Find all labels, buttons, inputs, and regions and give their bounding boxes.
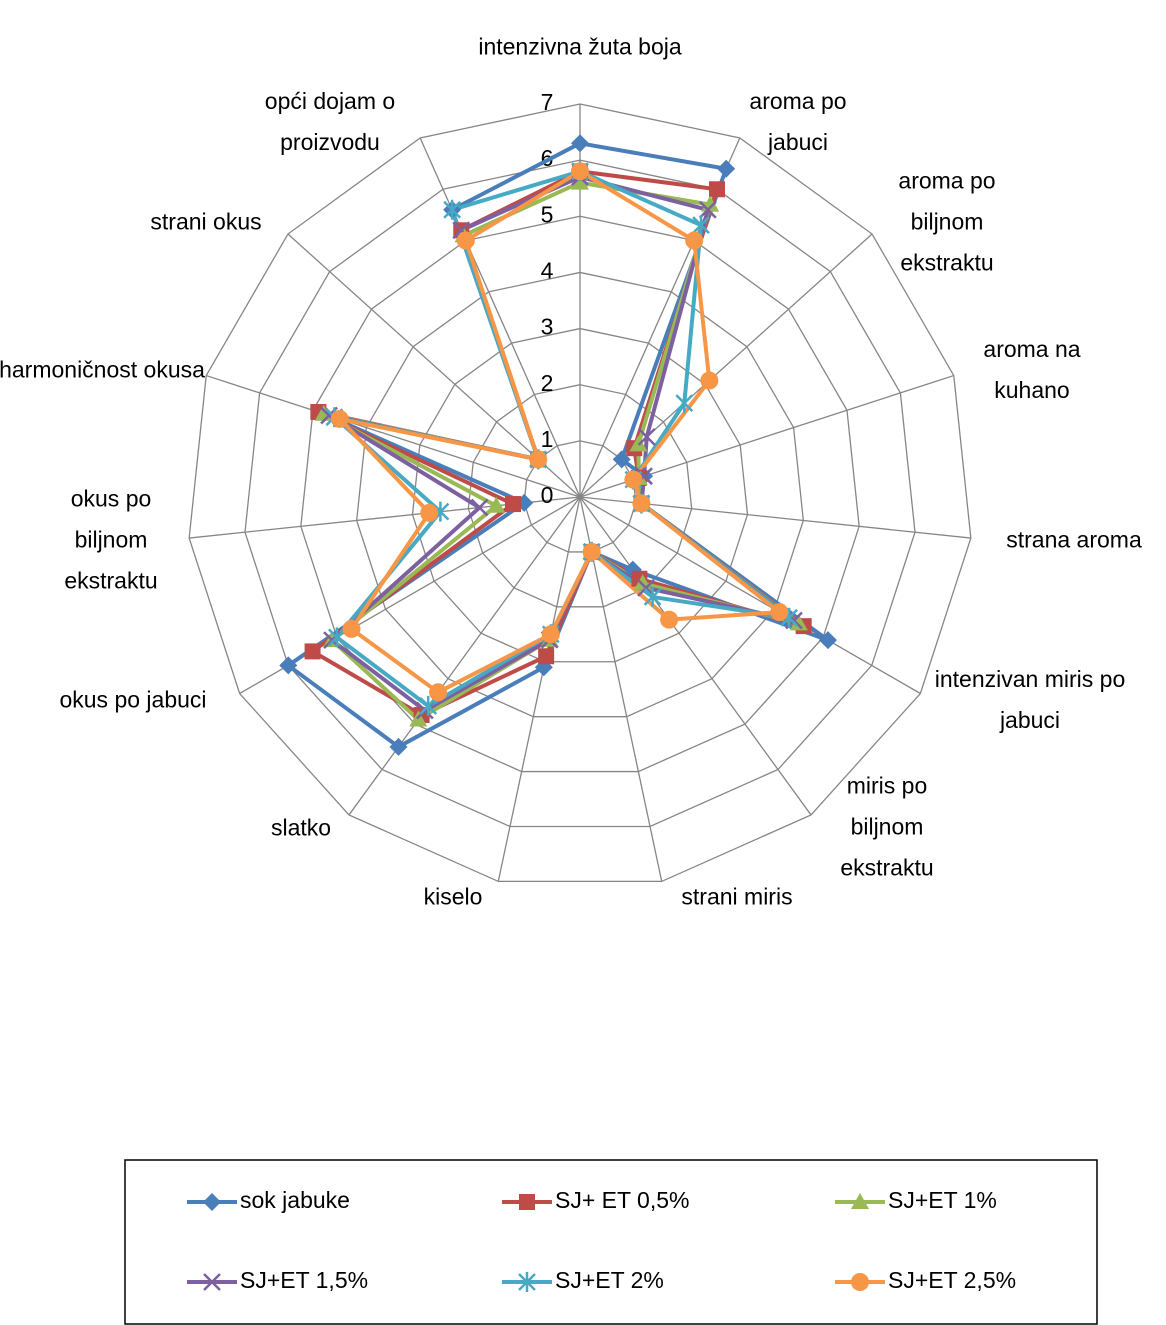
category-label: intenzivan miris po jabuci	[934, 666, 1126, 733]
legend-label: SJ+ET 1%	[888, 1187, 997, 1213]
spoke	[579, 496, 812, 816]
legend-label: SJ+ ET 0,5%	[555, 1187, 689, 1213]
marker	[519, 1194, 535, 1210]
marker	[709, 181, 726, 198]
spoke	[497, 496, 581, 882]
marker	[629, 435, 648, 452]
series-line	[321, 180, 801, 722]
grid-ring	[523, 440, 637, 553]
marker	[571, 134, 589, 153]
r-tick-label: 7	[541, 89, 554, 115]
legend-item: SJ+ ET 0,5%	[502, 1187, 689, 1213]
grid-ring	[411, 327, 749, 663]
spoke	[206, 374, 581, 498]
marker	[851, 1193, 869, 1209]
marker	[420, 503, 439, 522]
category-label: strani okus	[150, 208, 262, 235]
r-tick-label: 4	[541, 258, 554, 284]
marker	[700, 371, 719, 390]
category-label: aroma na kuhano	[983, 336, 1081, 403]
marker	[470, 498, 489, 517]
marker	[487, 496, 506, 513]
legend-label: sok jabuke	[240, 1187, 350, 1213]
marker	[541, 625, 560, 644]
marker	[429, 683, 448, 702]
marker	[571, 173, 589, 190]
legend-box	[124, 1159, 1098, 1325]
category-label: strani miris	[681, 883, 793, 910]
marker	[419, 695, 438, 716]
marker	[529, 450, 548, 469]
grid-ring	[467, 384, 693, 608]
legend-label: SJ+ET 1,5%	[240, 1267, 368, 1293]
marker	[389, 737, 408, 756]
category-label: aroma po biljnom ekstraktu	[898, 167, 996, 276]
r-tick-label: 5	[541, 201, 554, 227]
r-tick-label: 2	[541, 370, 554, 396]
r-tick-label: 0	[541, 482, 554, 508]
spoke	[579, 496, 663, 882]
category-label: aroma po jabuci	[749, 88, 847, 155]
r-tick-label: 1	[541, 426, 554, 452]
marker	[789, 614, 808, 631]
category-label: strana aroma	[1006, 526, 1142, 553]
marker	[637, 428, 656, 446]
marker	[342, 619, 361, 638]
r-tick-label: 3	[541, 314, 554, 340]
series-line	[337, 169, 782, 695]
legend-item: SJ+ET 1,5%	[187, 1267, 368, 1293]
marker	[851, 1273, 869, 1291]
marker	[692, 215, 710, 236]
marker	[304, 643, 321, 660]
legend-label: SJ+ET 2,5%	[888, 1267, 1016, 1293]
category-label: harmoničnost okusa	[0, 356, 205, 383]
legend-item: SJ+ET 2,5%	[835, 1267, 1016, 1293]
legend-item: SJ+ET 2%	[502, 1267, 664, 1293]
category-label: okus po biljnom ekstraktu	[64, 485, 158, 594]
spoke	[419, 137, 581, 498]
series-line	[327, 174, 796, 713]
category-label: intenzivna žuta boja	[478, 33, 682, 60]
marker	[675, 393, 694, 414]
marker	[612, 450, 631, 469]
grid-ring	[244, 159, 916, 828]
marker	[203, 1193, 221, 1211]
marker	[643, 586, 662, 607]
marker	[328, 627, 346, 648]
legend-label: SJ+ET 2%	[555, 1267, 664, 1293]
marker	[818, 631, 837, 650]
category-label: okus po jabuci	[59, 686, 207, 713]
grid-ring	[300, 215, 860, 773]
spoke	[579, 496, 921, 695]
marker	[624, 470, 643, 489]
marker	[456, 231, 475, 250]
marker	[330, 409, 349, 428]
category-label: miris po biljnom ekstraktu	[840, 772, 934, 881]
marker	[637, 578, 655, 597]
marker	[538, 648, 555, 665]
marker	[632, 494, 651, 513]
category-label: slatko	[270, 814, 332, 841]
marker	[518, 1272, 536, 1292]
marker	[203, 1273, 221, 1291]
category-label: opći dojam o proizvodu	[264, 88, 396, 155]
grid-ring	[188, 103, 972, 883]
marker	[443, 199, 462, 220]
category-label: kiselo	[423, 883, 483, 910]
marker	[698, 200, 717, 219]
grid-ring	[355, 271, 805, 718]
marker	[279, 656, 298, 675]
marker	[582, 542, 601, 561]
legend-item: SJ+ET 1%	[835, 1187, 997, 1213]
marker	[717, 159, 736, 178]
spoke	[348, 496, 581, 816]
marker	[571, 162, 589, 181]
marker	[685, 231, 704, 250]
legend-item: sok jabuke	[187, 1187, 350, 1213]
marker	[504, 496, 521, 513]
marker	[660, 610, 679, 629]
marker	[770, 603, 789, 622]
